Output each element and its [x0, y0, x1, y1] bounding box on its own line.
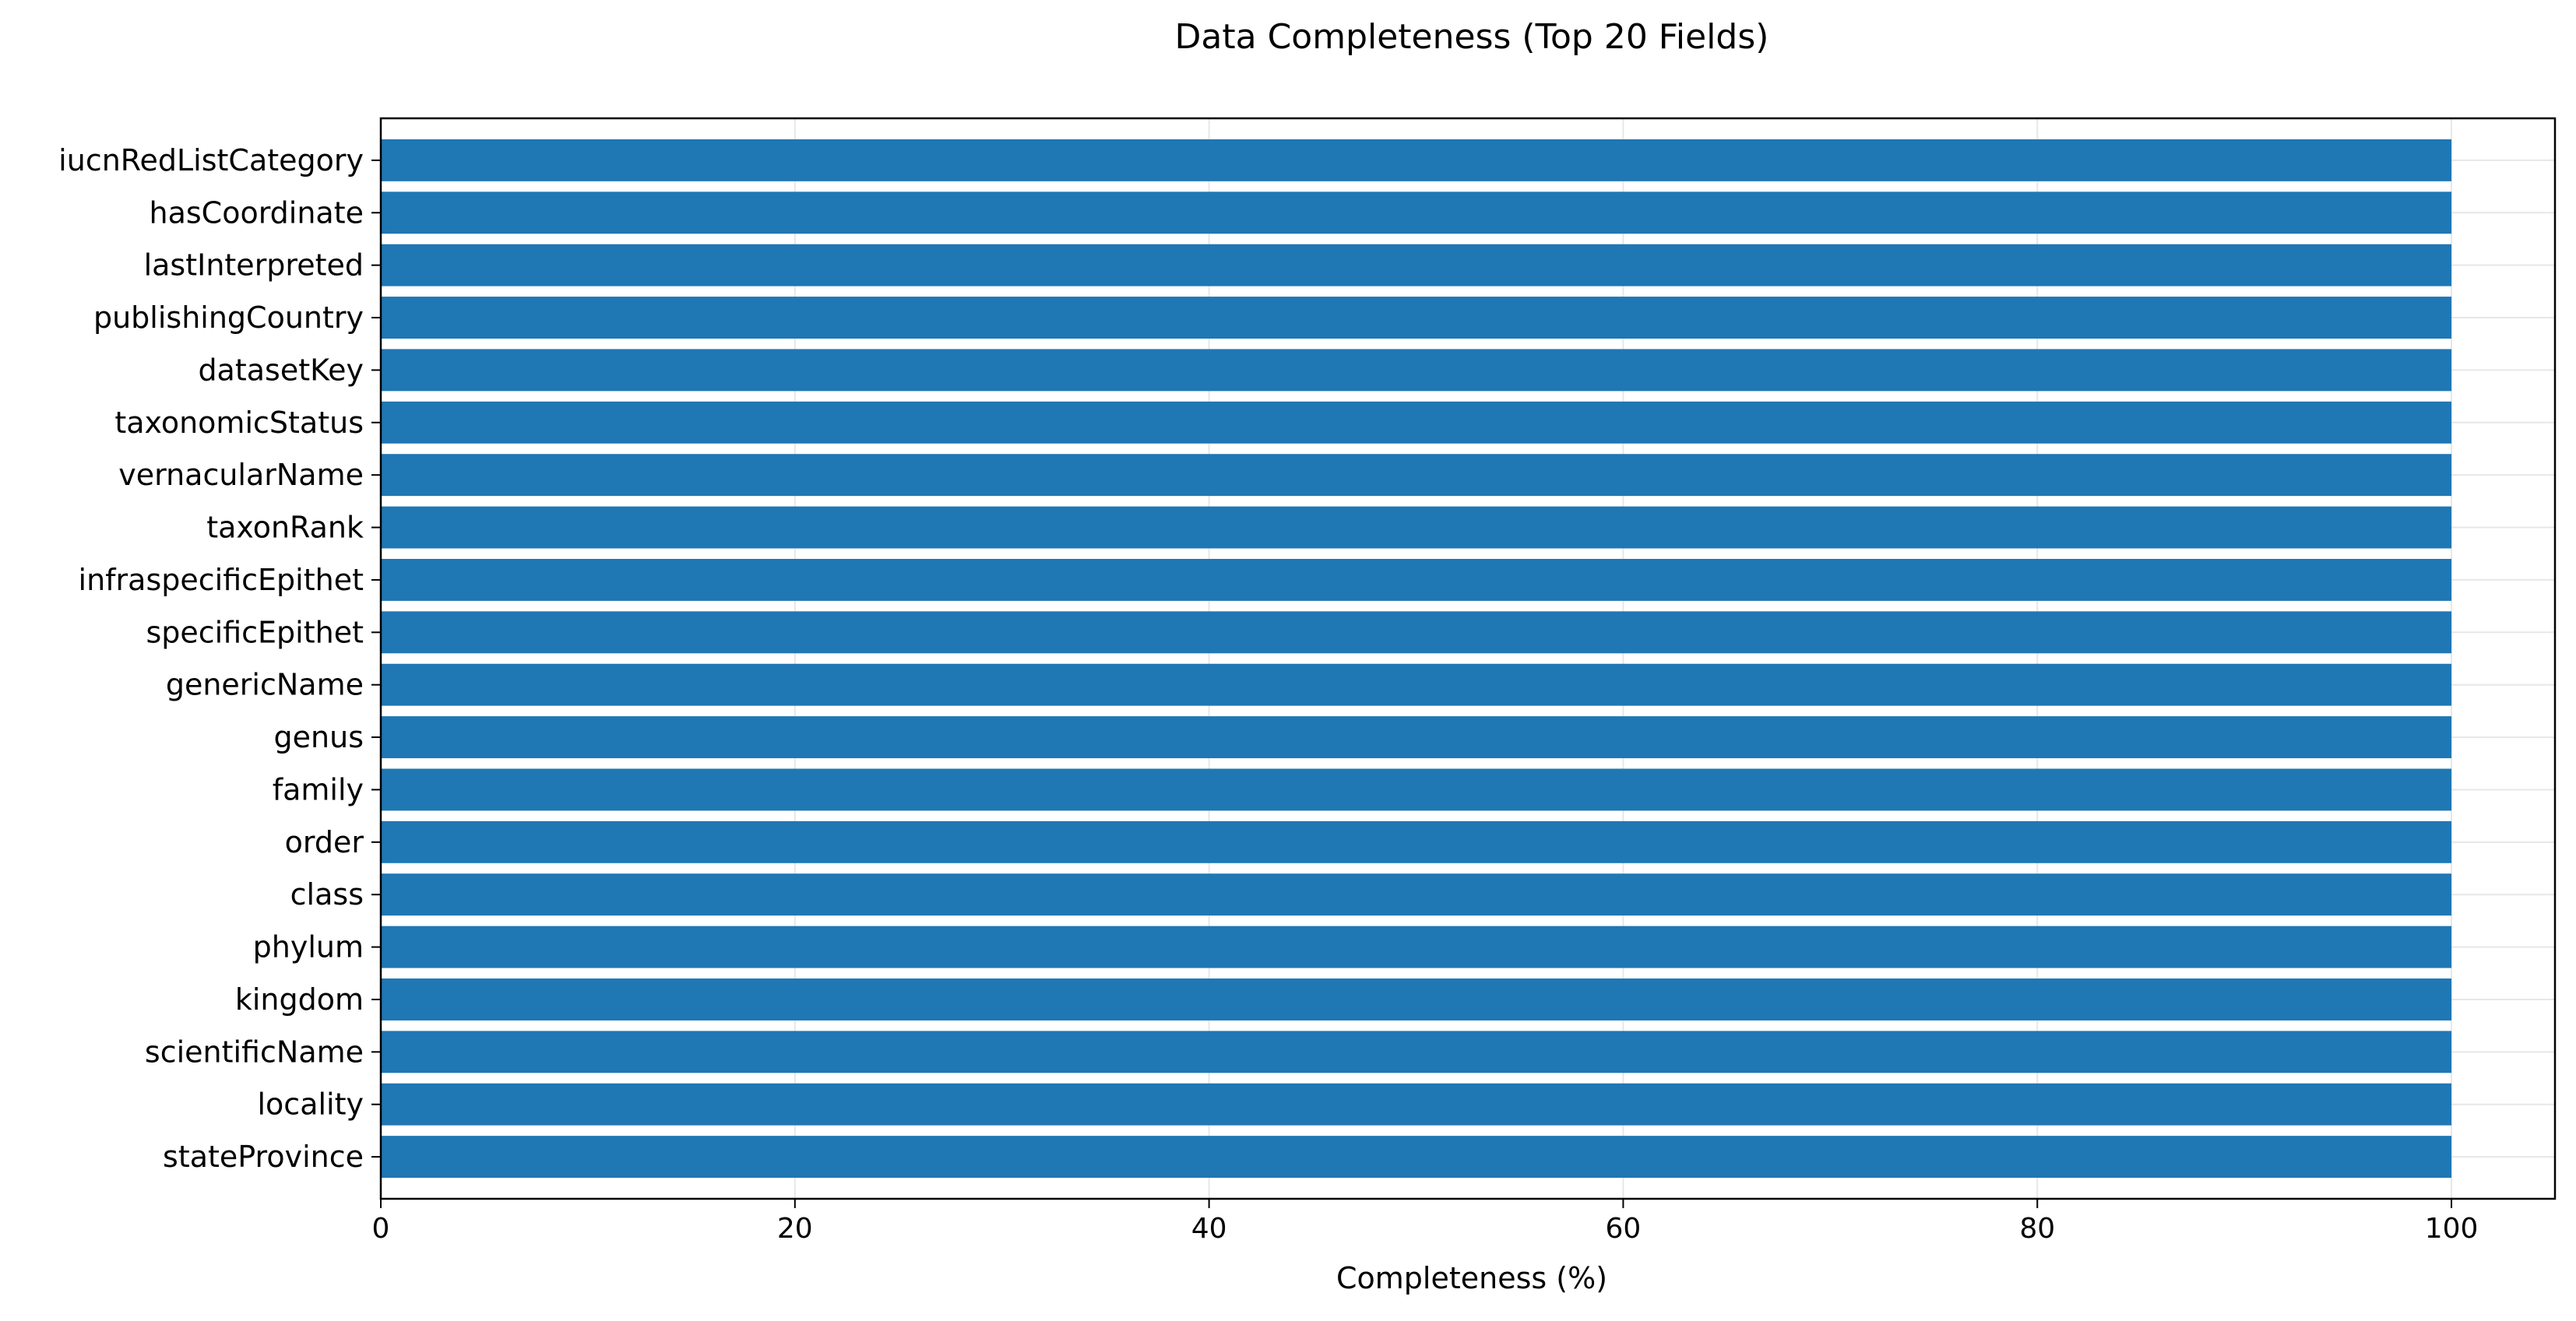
bar [381, 926, 2452, 968]
y-tick-label: genericName [166, 668, 364, 702]
bar [381, 716, 2452, 759]
bar [381, 1136, 2452, 1179]
y-tick-label: hasCoordinate [150, 195, 364, 230]
bar [381, 401, 2452, 444]
x-tick-label: 60 [1606, 1213, 1642, 1245]
bar [381, 191, 2452, 234]
bar [381, 349, 2452, 392]
y-tick-label: scientificName [145, 1035, 364, 1069]
x-tick-label: 100 [2425, 1213, 2479, 1245]
y-tick-label: order [285, 825, 364, 859]
bar [381, 1031, 2452, 1073]
bar [381, 820, 2452, 863]
x-tick-label: 0 [372, 1213, 390, 1245]
y-tick-label: locality [258, 1087, 364, 1122]
y-tick-label: kingdom [235, 982, 364, 1017]
x-tick-label: 80 [2019, 1213, 2055, 1245]
x-tick-label: 40 [1191, 1213, 1227, 1245]
y-tick-label: genus [274, 720, 364, 754]
bar [381, 873, 2452, 916]
bars-layer [381, 139, 2452, 1179]
y-tick-label: publishingCountry [93, 300, 364, 335]
x-tick-label: 20 [777, 1213, 813, 1245]
y-tick-label: taxonomicStatus [114, 406, 364, 440]
y-tick-label: class [290, 877, 364, 912]
bar [381, 297, 2452, 339]
ticks-layer: 0 20 40 60 80 100 iucnRedListCategory hasCoordi… [58, 143, 2478, 1245]
y-tick-label: datasetKey [198, 353, 364, 387]
bar [381, 139, 2452, 181]
y-tick-label: infraspecificEpithet [79, 563, 364, 597]
bar [381, 454, 2452, 497]
y-tick-label: vernacularName [118, 458, 364, 492]
bar [381, 1083, 2452, 1126]
bar [381, 506, 2452, 549]
bar [381, 244, 2452, 286]
bar [381, 663, 2452, 706]
y-tick-label: specificEpithet [146, 615, 364, 649]
bar [381, 978, 2452, 1021]
y-tick-label: phylum [253, 930, 364, 964]
y-tick-label: lastInterpreted [144, 248, 364, 283]
y-tick-label: taxonRank [206, 511, 364, 545]
bar [381, 611, 2452, 654]
y-tick-label: stateProvince [163, 1140, 364, 1174]
y-tick-label: iucnRedListCategory [58, 143, 364, 177]
chart-title: Data Completeness (Top 20 Fields) [1175, 17, 1769, 57]
y-tick-label: family [273, 772, 364, 806]
axes-layer [379, 117, 2557, 1200]
plot-frame [379, 117, 2557, 1200]
bar [381, 558, 2452, 601]
x-axis-label: Completeness (%) [1336, 1261, 1607, 1295]
bar [381, 768, 2452, 811]
